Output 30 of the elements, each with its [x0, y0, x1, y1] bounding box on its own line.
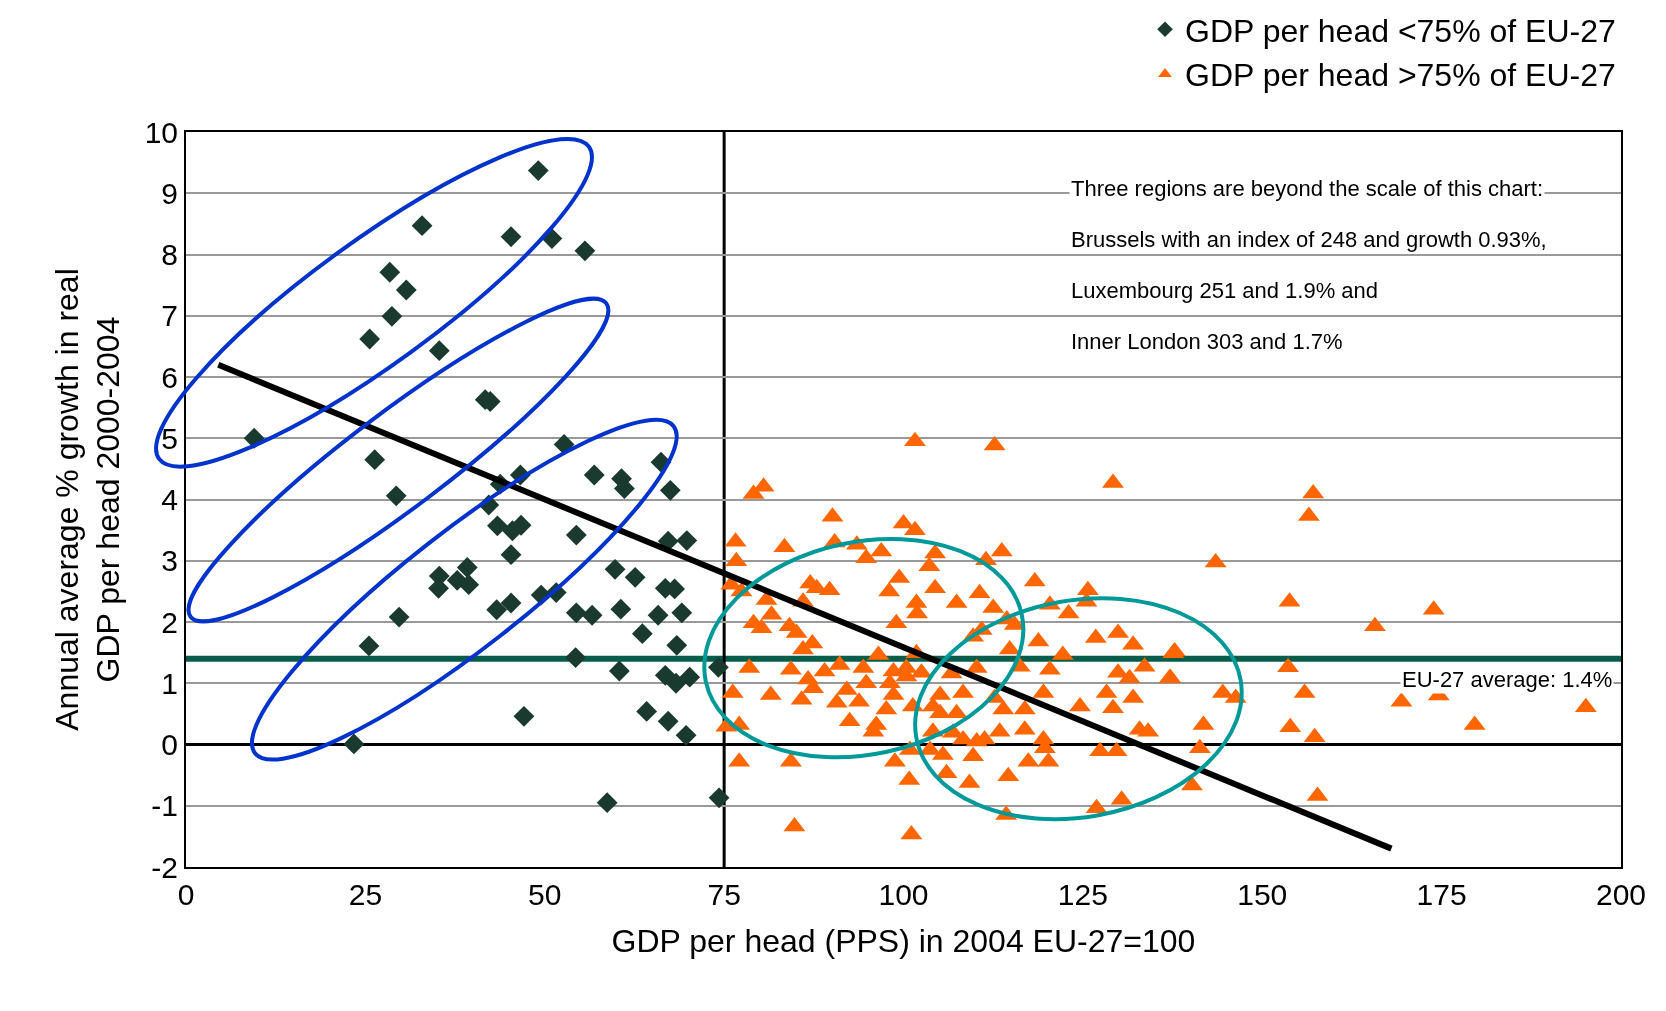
annotation: Brussels with an index of 248 and growth 0.93%, [1071, 227, 1547, 252]
y-tick-label: 10 [144, 115, 178, 149]
x-tick-label: 200 [1595, 878, 1647, 911]
annotation: Inner London 303 and 1.7% [1071, 329, 1343, 354]
y-tick-label: 1 [161, 666, 178, 700]
annotation: Three regions are beyond the scale of this chart: [1071, 176, 1544, 201]
legend-label: GDP per head >75% of EU-27 [1185, 57, 1616, 94]
x-axis-title: GDP per head (PPS) in 2004 EU-27=100 [611, 923, 1196, 960]
y-tick-label: 5 [161, 421, 178, 455]
legend-label: GDP per head <75% of EU-27 [1185, 12, 1616, 49]
y-tick-label: 9 [161, 176, 178, 210]
y-tick-label: -2 [151, 850, 178, 884]
y-tick-label: 2 [161, 605, 178, 639]
x-tick-label: 150 [1237, 878, 1288, 911]
ref-line-label: EU-27 average: 1.4% [1402, 667, 1613, 692]
x-tick-label: 100 [878, 878, 929, 911]
y-axis-title: Annual average % growth in real GDP per head 2000-2004 [48, 268, 127, 731]
y-tick-label: 6 [161, 360, 178, 394]
x-tick-label: 25 [348, 878, 383, 911]
y-tick-label: 7 [161, 299, 178, 333]
annotation: Luxembourg 251 and 1.9% and [1071, 278, 1379, 303]
x-tick-label: 125 [1057, 878, 1108, 911]
y-tick-label: 8 [161, 238, 178, 271]
y-tick-label: 4 [161, 483, 178, 516]
x-tick-label: 50 [528, 878, 562, 911]
y-tick-label: 3 [161, 544, 178, 578]
y-tick-label: -1 [151, 789, 178, 823]
x-tick-label: 175 [1416, 878, 1467, 911]
x-tick-label: 75 [707, 878, 741, 911]
y-tick-label: 0 [161, 728, 178, 761]
